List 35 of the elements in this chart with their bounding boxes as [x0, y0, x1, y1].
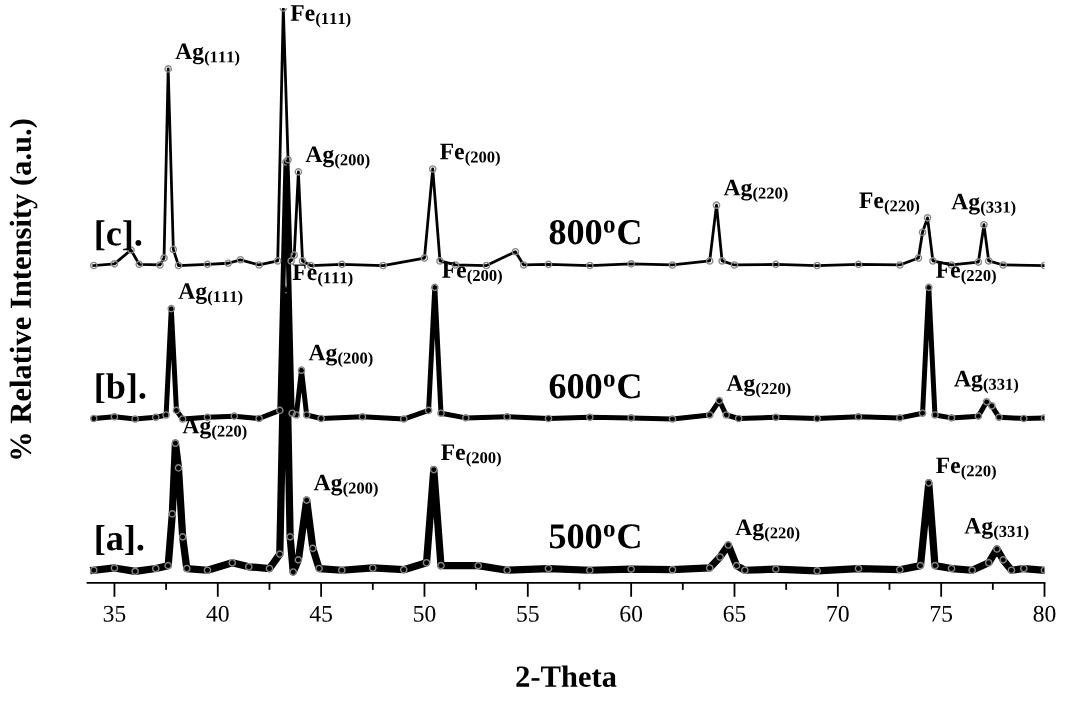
x-tick-label: 40 — [206, 605, 229, 622]
annotation: Ag$_{(200)}$ — [313, 474, 378, 498]
annotation: Ag$_{(331)}$ — [954, 370, 1019, 394]
x-axis-title: 2-Theta — [516, 665, 617, 687]
annotation: Ag$_{(220)}$ — [726, 375, 791, 398]
annotation: Fe$_{(111)}$ — [292, 264, 353, 287]
annotation: Fe$_{(200)}$ — [440, 143, 500, 166]
annotation: 800$^{o}$C — [549, 220, 640, 245]
y-axis-title: % Relative Intensity (a.u.) — [9, 119, 38, 459]
annotation: Ag$_{(331)}$ — [964, 517, 1029, 541]
annotation: [a]. — [96, 525, 144, 555]
annotation: [c]. — [96, 220, 142, 251]
x-tick-label: 75 — [930, 606, 953, 622]
x-tick-label: 60 — [620, 605, 643, 622]
annotation: 500$^{o}$C — [549, 524, 640, 549]
annotation: Ag$_{(220)}$ — [735, 519, 800, 542]
annotation: Ag$_{(331)}$ — [951, 193, 1016, 217]
annotation: Fe$_{(220)}$ — [936, 457, 996, 480]
annotation: Ag$_{(111)}$ — [178, 283, 243, 306]
x-tick-label: 35 — [103, 605, 126, 622]
annotation: Ag$_{(111)}$ — [175, 43, 240, 66]
annotation: Fe$_{(111)}$ — [290, 5, 351, 28]
annotation: Ag$_{(200)}$ — [308, 344, 373, 368]
annotation: Ag$_{(220)}$ — [723, 179, 788, 203]
annotation: [b]. — [96, 373, 146, 404]
annotation: 600$^{o}$C — [549, 374, 640, 399]
annotation: Fe$_{(220)}$ — [859, 192, 920, 215]
annotation: Ag$_{(200)}$ — [305, 146, 370, 169]
x-tick-label: 70 — [827, 605, 849, 622]
x-tick-label: 45 — [309, 605, 333, 622]
annotation: Fe$_{(200)}$ — [441, 444, 501, 467]
x-tick-label: 50 — [414, 605, 436, 622]
x-tick-label: 80 — [1033, 605, 1056, 622]
x-tick-label: 55 — [517, 606, 539, 622]
x-tick-label: 65 — [723, 605, 746, 622]
